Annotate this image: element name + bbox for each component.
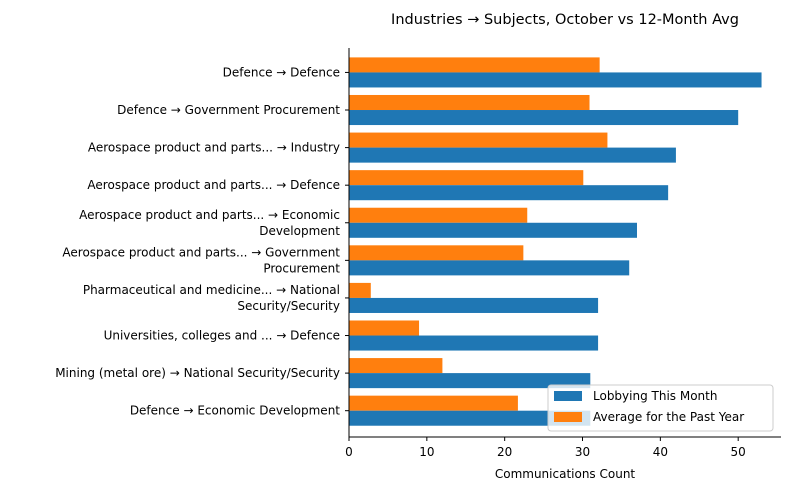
- legend-label-lobbying: Lobbying This Month: [593, 389, 717, 403]
- legend-swatch-lobbying: [554, 391, 582, 401]
- x-tick-label: 0: [345, 445, 353, 459]
- y-tick-label: Mining (metal ore) → National Security/S…: [55, 366, 340, 380]
- bar-lobbying: [349, 260, 630, 276]
- x-tick-label: 30: [575, 445, 590, 459]
- y-tick-label: Aerospace product and parts... → Governm…: [62, 245, 340, 275]
- bar-average: [349, 358, 443, 374]
- y-tick-label-line: Defence → Economic Development: [130, 404, 340, 418]
- bar-average: [349, 57, 600, 73]
- bar-average: [349, 170, 584, 186]
- bar-lobbying: [349, 222, 637, 238]
- bar-lobbying: [349, 410, 591, 426]
- y-tick-label-line: Aerospace product and parts... → Governm…: [62, 245, 340, 259]
- bar-lobbying: [349, 147, 676, 163]
- legend: Lobbying This Month Average for the Past…: [547, 384, 774, 432]
- y-tick-label: Defence → Economic Development: [130, 404, 340, 418]
- legend-swatch-average: [554, 412, 582, 422]
- bar-average: [349, 320, 420, 336]
- y-tick-label-line: Defence → Government Procurement: [117, 103, 340, 117]
- bar-lobbying: [349, 373, 591, 389]
- bar-average: [349, 395, 518, 411]
- y-tick-label-line: Mining (metal ore) → National Security/S…: [55, 366, 340, 380]
- bar-average: [349, 132, 608, 148]
- chart-title: Industries → Subjects, October vs 12-Mon…: [391, 12, 739, 28]
- x-axis-label: Communications Count: [495, 467, 636, 481]
- y-tick-label: Aerospace product and parts... → Industr…: [88, 141, 340, 155]
- y-tick-label-line: Procurement: [263, 261, 340, 275]
- x-tick-label: 40: [653, 445, 668, 459]
- bar-average: [349, 282, 371, 298]
- legend-box: [547, 384, 774, 432]
- y-tick-label: Aerospace product and parts... → Defence: [87, 178, 340, 192]
- bar-lobbying: [349, 297, 599, 313]
- y-tick-label-line: Pharmaceutical and medicine... → Nationa…: [83, 283, 340, 297]
- bar-lobbying: [349, 72, 762, 88]
- bar-lobbying: [349, 110, 739, 126]
- x-tick-label: 20: [497, 445, 512, 459]
- x-tick-label: 50: [731, 445, 746, 459]
- y-tick-label: Universities, colleges and ... → Defence: [104, 329, 340, 343]
- y-tick-label-line: Defence → Defence: [223, 65, 340, 79]
- y-tick-label: Defence → Defence: [223, 65, 340, 79]
- y-tick-label: Defence → Government Procurement: [117, 103, 340, 117]
- y-tick-label-line: Aerospace product and parts... → Defence: [87, 178, 340, 192]
- bar-lobbying: [349, 185, 669, 201]
- y-tick-label: Aerospace product and parts... → Economi…: [79, 208, 340, 238]
- bar-lobbying: [349, 335, 599, 351]
- y-tick-label-line: Development: [259, 224, 340, 238]
- bar-average: [349, 207, 528, 223]
- y-tick-label-line: Aerospace product and parts... → Industr…: [88, 141, 340, 155]
- y-tick-label-line: Universities, colleges and ... → Defence: [104, 329, 340, 343]
- y-tick-label-line: Aerospace product and parts... → Economi…: [79, 208, 340, 222]
- legend-label-average: Average for the Past Year: [593, 410, 744, 424]
- y-tick-label-line: Security/Security: [237, 299, 340, 313]
- bar-average: [349, 245, 524, 261]
- bar-average: [349, 94, 590, 111]
- x-tick-label: 10: [419, 445, 434, 459]
- y-tick-label: Pharmaceutical and medicine... → Nationa…: [83, 283, 340, 313]
